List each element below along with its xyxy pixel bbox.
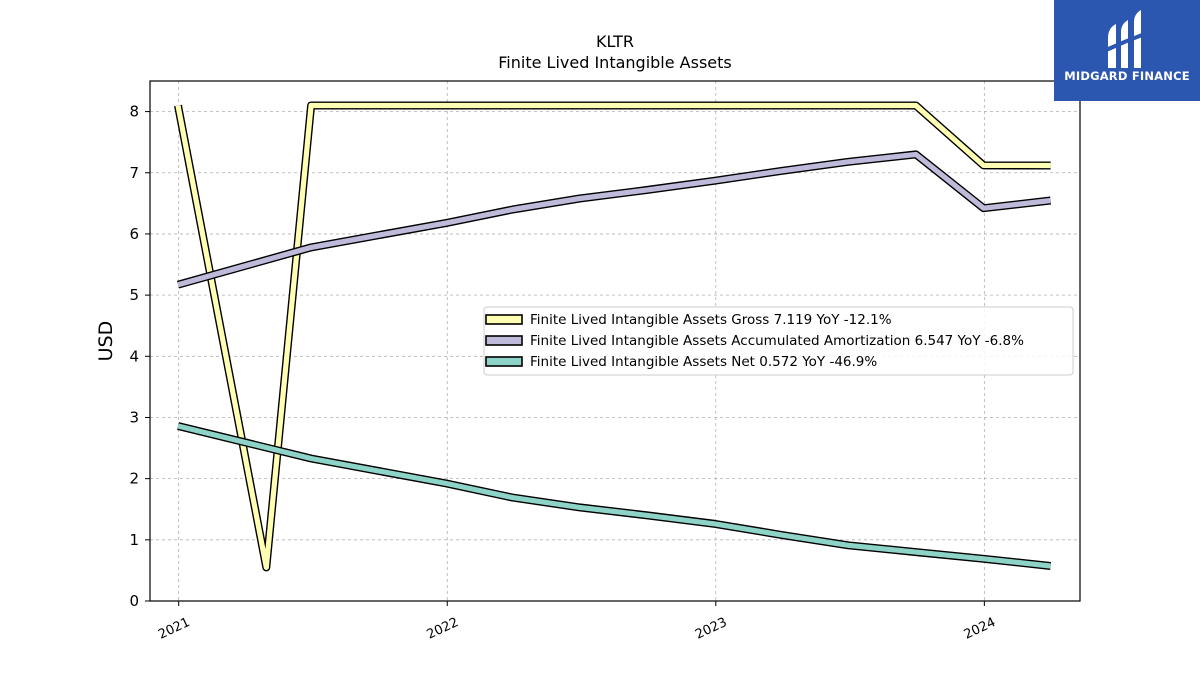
series-line-outline — [176, 150, 1052, 289]
x-tick-label: 2023 — [693, 615, 729, 643]
y-tick-label: 3 — [129, 408, 139, 426]
logo-text: MIDGARD FINANCE — [1064, 69, 1190, 83]
y-tick-label: 1 — [129, 531, 139, 549]
y-tick-label: 7 — [129, 164, 139, 182]
y-tick-label: 4 — [129, 347, 139, 365]
y-tick-label: 8 — [129, 103, 139, 121]
series-lines — [174, 101, 1052, 572]
y-tick-label: 2 — [129, 470, 139, 488]
y-tick-label: 0 — [129, 592, 139, 610]
plot-frame — [149, 80, 1081, 602]
midgard-finance-logo: MIDGARD FINANCE — [1054, 0, 1200, 101]
series-line-3 — [177, 422, 1052, 570]
y-axis-label: USD — [95, 321, 117, 362]
series-line-stroke — [177, 151, 1051, 288]
legend-box — [483, 306, 1074, 376]
series-line-stroke — [177, 423, 1051, 569]
y-tick-label: 5 — [129, 286, 139, 304]
x-tick-label: 2021 — [156, 615, 192, 643]
series-line-stroke — [175, 102, 1051, 571]
chart-subtitle: Finite Lived Intangible Assets — [498, 53, 731, 72]
y-tick-label: 6 — [129, 225, 139, 243]
series-line-outline — [177, 422, 1052, 570]
series-line-1 — [174, 101, 1051, 572]
x-tick-label: 2024 — [962, 615, 998, 643]
legend-swatch — [485, 314, 523, 325]
chart-title: KLTR — [596, 32, 634, 51]
legend-swatch — [485, 335, 523, 346]
legend-label: Finite Lived Intangible Assets Gross 7.1… — [530, 312, 892, 328]
series-line-2 — [176, 150, 1052, 289]
legend-label: Finite Lived Intangible Assets Net 0.572… — [530, 354, 877, 370]
legend-swatch — [485, 356, 523, 367]
legend-label: Finite Lived Intangible Assets Accumulat… — [530, 333, 1024, 349]
legend: Finite Lived Intangible Assets Gross 7.1… — [483, 306, 1074, 376]
logo-mark-icon — [1105, 10, 1151, 68]
x-tick-label: 2022 — [425, 615, 461, 643]
